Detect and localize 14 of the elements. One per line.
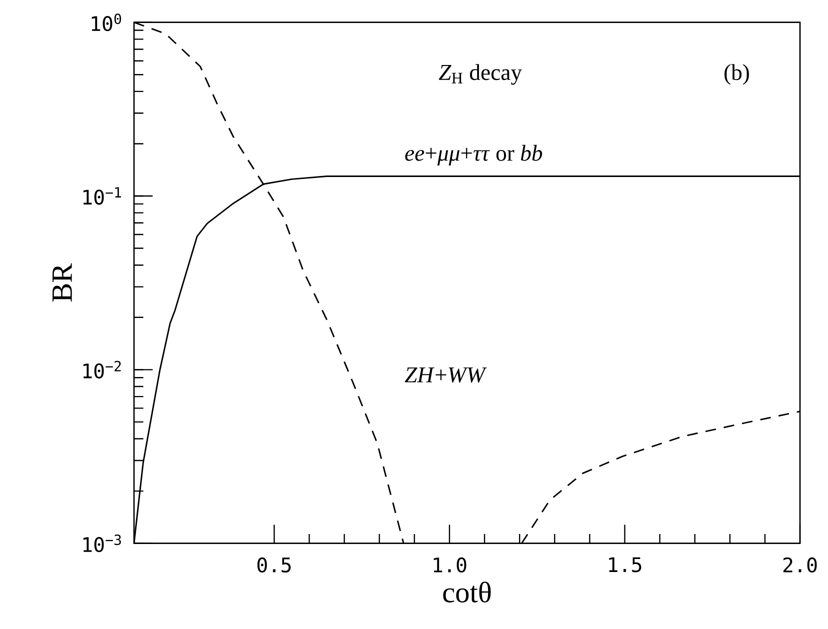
annotation: (b) (724, 64, 749, 85)
x-tick-label: 1.5 (609, 557, 642, 572)
y-tick-label: 10$^{0}$ (92, 13, 122, 32)
y-tick-label: 10$^{−2}$ (83, 360, 121, 378)
text: ZH+WW (404, 367, 487, 382)
y-axis-title: BR (52, 263, 72, 302)
x-tick-label: 1.0 (434, 557, 466, 572)
series-label: ee+μμ+ττ or bb (405, 144, 542, 166)
y-tick-label: 10$^{−1}$ (83, 187, 121, 205)
text: Z$_{H}$ decay (438, 64, 522, 85)
x-tick-label: 2.0 (783, 557, 817, 572)
x-tick-label: 0.5 (257, 557, 291, 572)
x-axis-title: cotθ (443, 582, 491, 602)
y-tick-label: 10$^{−3}$ (83, 534, 121, 552)
